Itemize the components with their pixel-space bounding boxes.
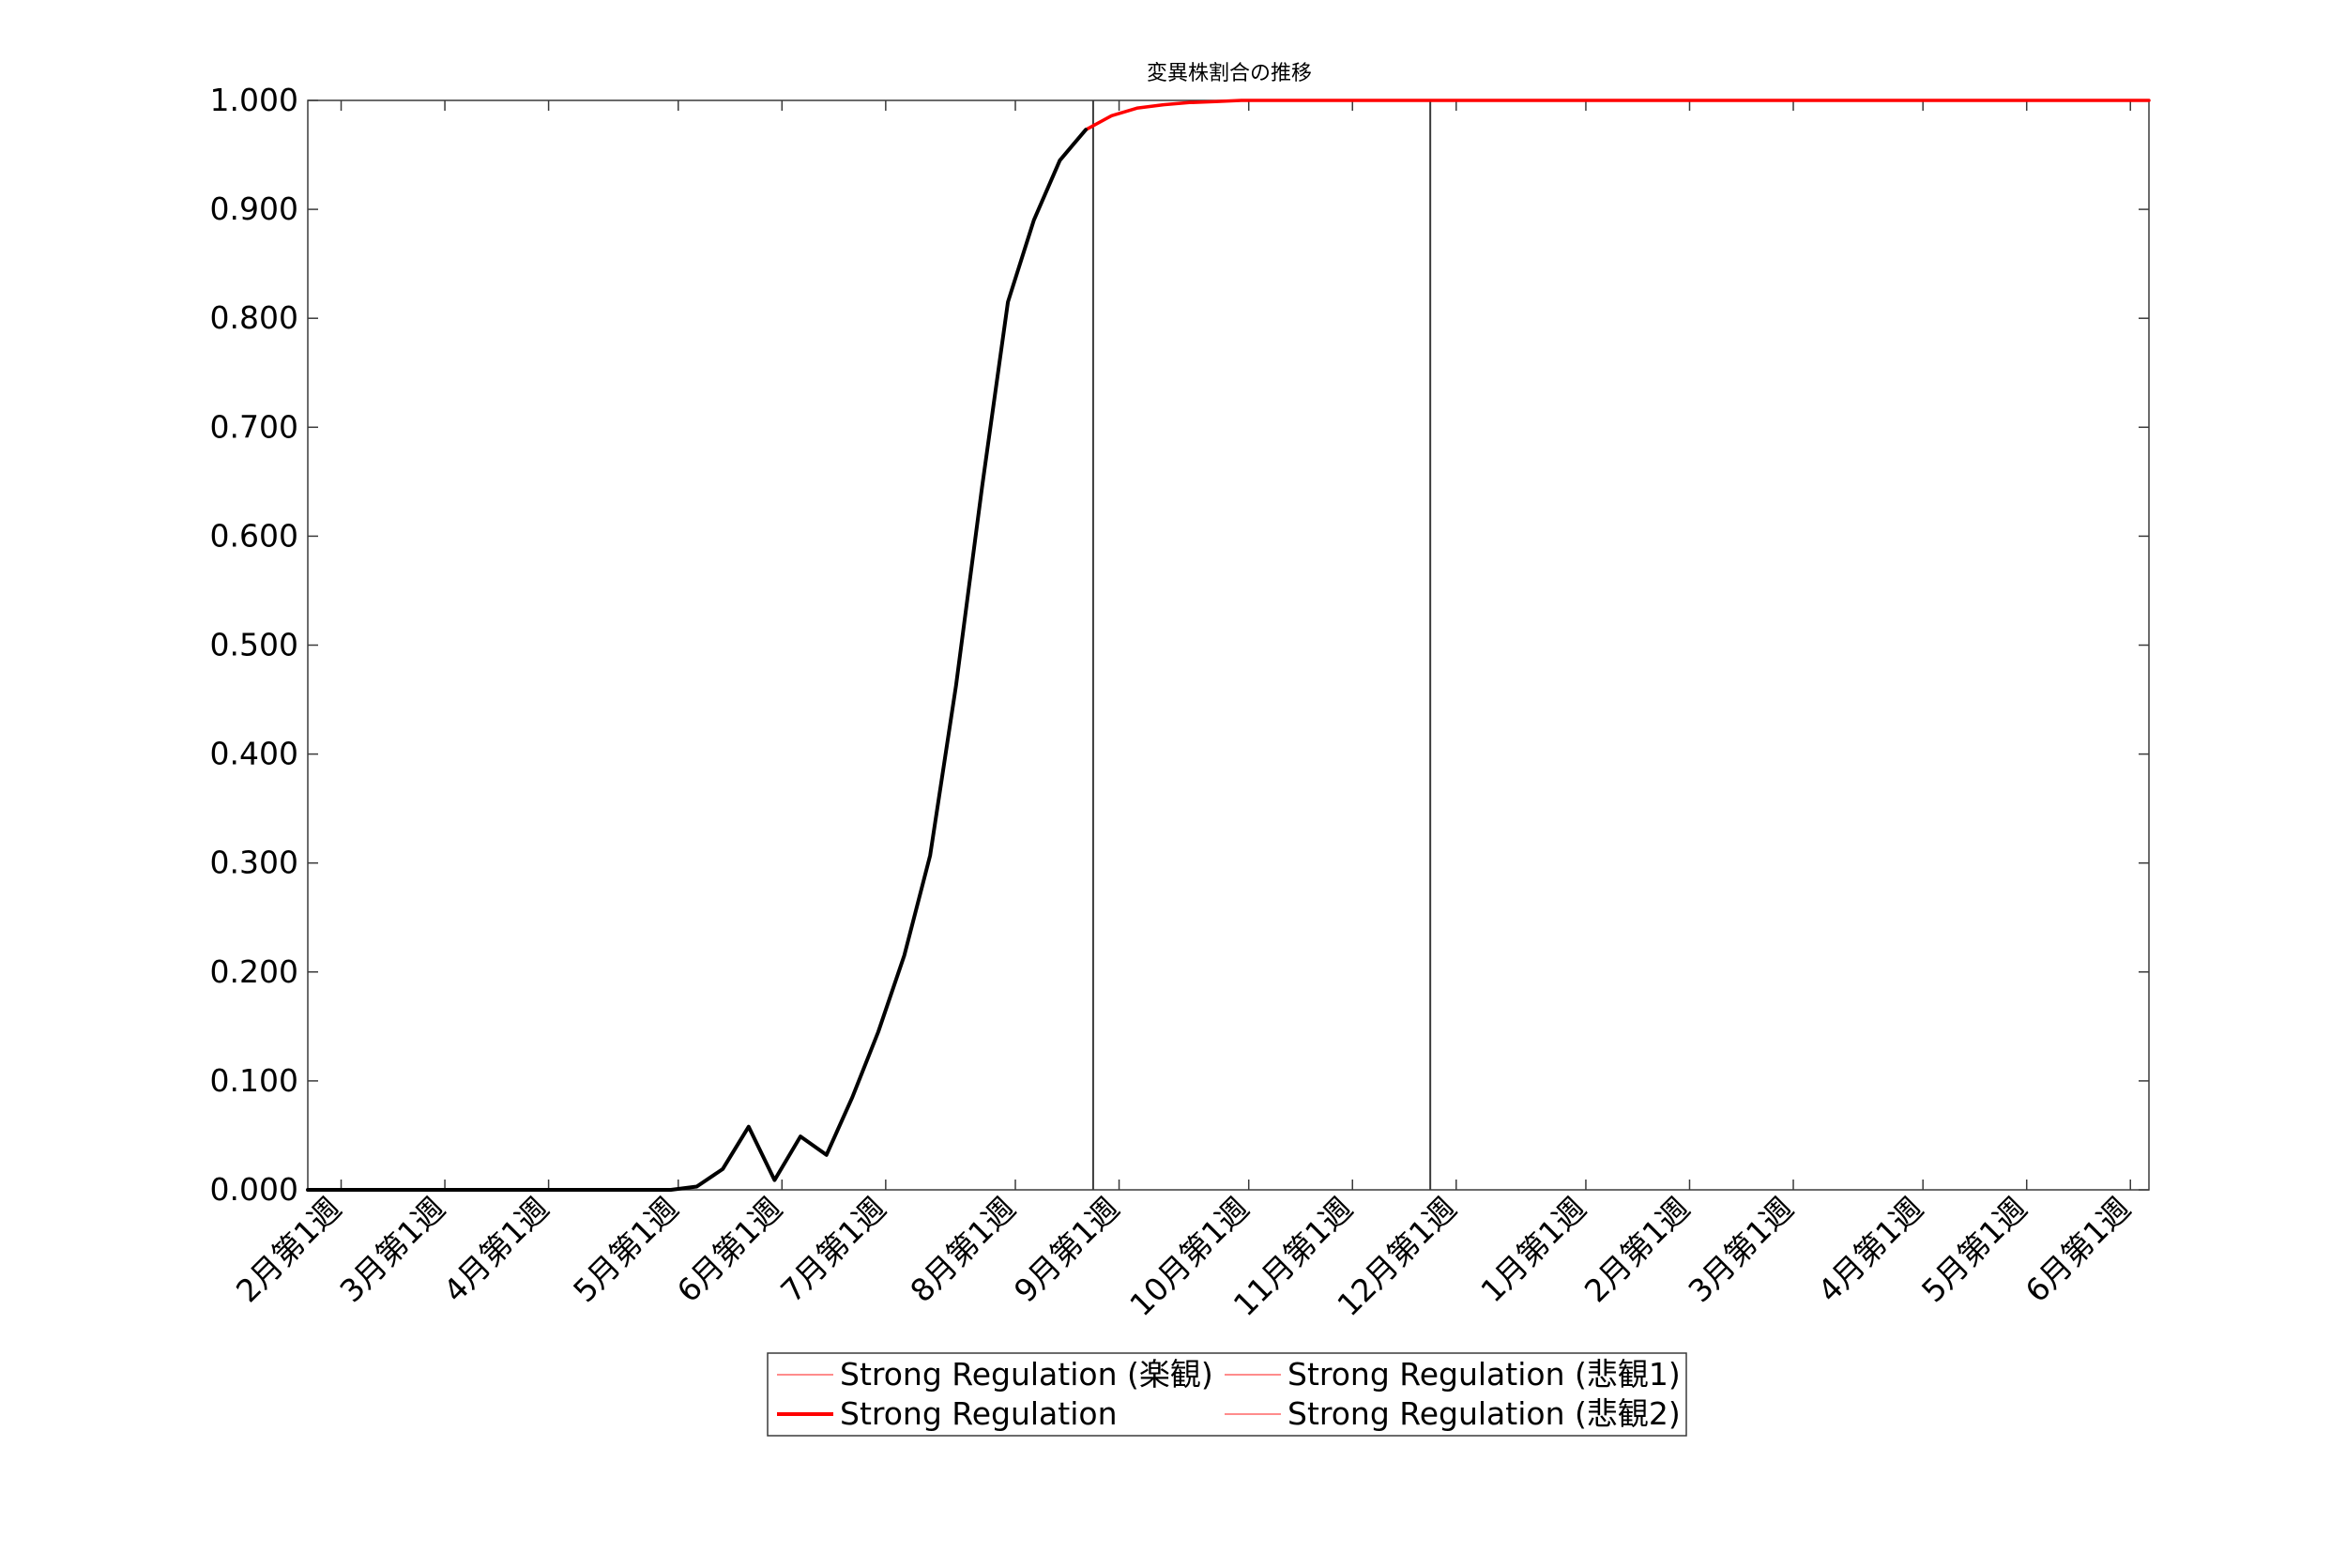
y-tick-label: 0.200 bbox=[210, 953, 298, 990]
x-tick-label: 5月第1週 bbox=[1914, 1190, 2034, 1309]
series-line-4 bbox=[1085, 99, 2150, 131]
legend-label: Strong Regulation (悲観2) bbox=[1287, 1395, 1681, 1432]
x-tick-label: 2月第1週 bbox=[1577, 1190, 1697, 1309]
y-tick-label: 0.800 bbox=[210, 299, 298, 336]
y-tick-label: 0.600 bbox=[210, 517, 298, 554]
y-tick-label: 0.900 bbox=[210, 190, 298, 227]
y-tick-label: 0.700 bbox=[210, 408, 298, 445]
y-tick-label: 0.300 bbox=[210, 845, 298, 881]
x-tick-label: 5月第1週 bbox=[566, 1190, 685, 1309]
x-tick-label: 2月第1週 bbox=[229, 1190, 348, 1309]
series-line-2 bbox=[1084, 99, 2151, 132]
series-line-0 bbox=[306, 128, 1088, 1192]
series-line-3 bbox=[1085, 99, 2150, 131]
legend-label: Strong Regulation (楽観) bbox=[840, 1356, 1213, 1393]
y-tick-label: 0.000 bbox=[210, 1171, 298, 1208]
y-tick-label: 0.500 bbox=[210, 627, 298, 663]
x-tick-label: 6月第1週 bbox=[670, 1190, 789, 1309]
series-line-1 bbox=[1085, 99, 2150, 131]
x-tick-label: 4月第1週 bbox=[436, 1190, 556, 1309]
x-tick-label: 9月第1週 bbox=[1007, 1190, 1126, 1309]
y-tick-label: 1.000 bbox=[210, 82, 298, 118]
x-tick-label: 3月第1週 bbox=[332, 1190, 451, 1309]
plot-area-frame bbox=[307, 99, 2150, 1191]
legend: Strong Regulation (楽観) Strong Regulation … bbox=[767, 1352, 1687, 1437]
legend-label: Strong Regulation bbox=[840, 1395, 1118, 1432]
legend-box bbox=[767, 1352, 1687, 1437]
x-tick-label: 3月第1週 bbox=[1681, 1190, 1800, 1309]
x-tick-label: 6月第1週 bbox=[2018, 1190, 2138, 1309]
legend-label: Strong Regulation (悲観1) bbox=[1287, 1356, 1681, 1393]
chart-title: 変異株割合の推移 bbox=[1147, 62, 1312, 85]
y-tick-label: 0.100 bbox=[210, 1062, 298, 1099]
x-tick-label: 7月第1週 bbox=[773, 1190, 892, 1309]
x-tick-label: 4月第1週 bbox=[1811, 1190, 1930, 1309]
x-tick-label: 8月第1週 bbox=[903, 1190, 1022, 1309]
x-tick-label: 1月第1週 bbox=[1473, 1190, 1592, 1309]
y-tick-label: 0.400 bbox=[210, 736, 298, 772]
